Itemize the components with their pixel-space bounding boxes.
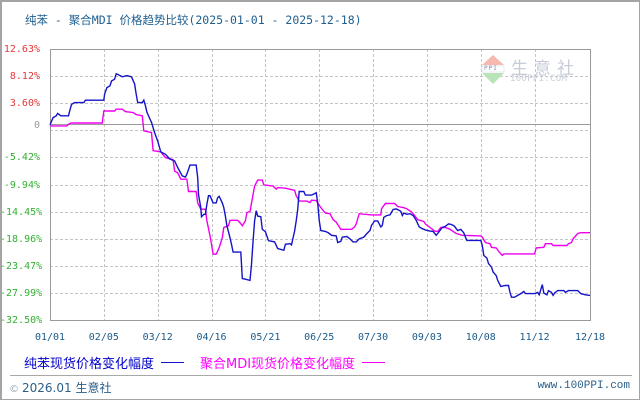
x-tick-label: 09/03 — [411, 332, 442, 343]
x-tick-label: 04/16 — [196, 332, 227, 343]
watermark-brand: 生意社 — [511, 59, 580, 79]
y-tick-label: -18.96% — [0, 233, 43, 245]
x-tick-label: 11/12 — [519, 332, 550, 343]
legend-label: 聚合MDI现货价格变化幅度 — [200, 356, 356, 372]
copyright-icon: © — [9, 384, 19, 395]
site-url: www.100PPI.com — [537, 380, 630, 392]
y-tick-label: 8.12% — [9, 71, 40, 83]
x-tick-label: 05/21 — [250, 332, 281, 343]
watermark-site: 100PPI.COM — [510, 74, 568, 84]
y-tick-label: -14.45% — [0, 206, 43, 218]
copyright: © 2026.01 生意社 — [9, 379, 111, 396]
x-tick-label: 03/12 — [142, 332, 173, 343]
watermark-badge: PPI — [484, 65, 498, 72]
legend-item-mdi: 聚合MDI现货价格变化幅度 — [200, 353, 386, 372]
y-tick-label: 3.60% — [9, 98, 40, 110]
x-tick-label: 06/25 — [304, 332, 335, 343]
series-line-mdi — [50, 108, 590, 257]
series-line-benzene — [49, 72, 591, 298]
y-tick-label: -32.50% — [0, 315, 43, 326]
chart-title: 纯苯 - 聚合MDI 价格趋势比较(2025-01-01 - 2025-12-1… — [25, 13, 362, 27]
x-tick-label: 02/05 — [88, 332, 119, 343]
legend-line-icon — [362, 361, 386, 363]
y-tick-label: -9.94% — [3, 179, 40, 191]
legend-label: 纯苯现货价格变化幅度 — [24, 356, 155, 372]
copyright-text: 2026.01 生意社 — [22, 381, 112, 395]
y-tick-label: -5.42% — [3, 152, 40, 164]
legend-line-icon — [161, 361, 185, 363]
legend-item-benzene: 纯苯现货价格变化幅度 — [24, 353, 185, 372]
y-tick-label: -23.47% — [0, 260, 43, 272]
y-tick-label: 12.63% — [3, 44, 40, 55]
footer-divider — [10, 375, 632, 376]
x-tick-label: 12/18 — [574, 332, 606, 343]
x-tick-label: 07/30 — [358, 332, 389, 343]
y-tick-label: -27.99% — [0, 287, 43, 299]
x-tick-label: 10/08 — [465, 332, 496, 343]
y-tick-label: 0 — [33, 119, 40, 131]
plot-frame — [50, 49, 591, 321]
x-tick-label: 01/01 — [34, 332, 66, 343]
